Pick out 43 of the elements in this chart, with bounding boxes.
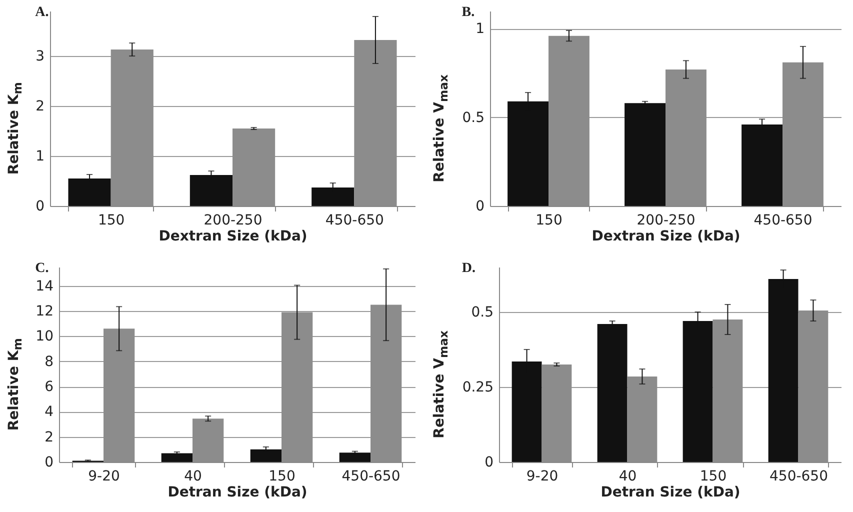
- bar: [68, 178, 111, 206]
- x-tick-label: 9-20: [526, 468, 558, 484]
- x-axis-title: Dextran Size (kDa): [592, 228, 740, 244]
- chart-title: A.: [35, 5, 49, 20]
- y-tick-label: 0.5: [462, 110, 484, 126]
- y-tick-label: 8: [44, 354, 54, 370]
- y-tick-label: 1: [476, 21, 484, 38]
- y-tick-label: 2: [44, 429, 54, 446]
- y-tick-label: 0: [36, 198, 44, 214]
- x-tick-label: 200-250: [636, 212, 696, 228]
- y-tick-label: 4: [44, 404, 54, 420]
- x-tick-label: 150: [536, 212, 562, 228]
- x-tick-label: 150: [700, 468, 727, 484]
- y-tick-label: 3: [36, 48, 44, 64]
- y-tick-label: 6: [44, 379, 54, 396]
- y-tick-label: 14: [36, 278, 54, 294]
- x-axis-title: Detran Size (kDa): [168, 484, 308, 500]
- y-tick-label: 1: [36, 148, 44, 164]
- x-tick-label: 40: [184, 468, 202, 484]
- x-tick-label: 9-20: [88, 468, 120, 484]
- chart-title: B.: [462, 5, 475, 20]
- x-tick-label: 40: [618, 468, 637, 484]
- chart-title: D.: [462, 261, 476, 276]
- y-tick-label: 10: [36, 328, 54, 345]
- bar: [597, 324, 628, 462]
- y-tick-label: 2: [36, 98, 44, 114]
- y-tick-label: 12: [36, 304, 54, 320]
- x-tick-label: 450-650: [342, 468, 400, 484]
- x-tick-label: 450-650: [325, 212, 384, 228]
- x-axis-title: Detran Size (kDa): [600, 484, 740, 500]
- y-tick-label: 0: [476, 198, 484, 214]
- x-tick-label: 150: [268, 468, 296, 484]
- y-tick-label: 0: [44, 454, 54, 470]
- y-tick-label: 0: [484, 454, 494, 470]
- y-tick-label: 0.5: [471, 304, 494, 320]
- x-axis-title: Dextran Size (kDa): [158, 228, 308, 244]
- x-tick-label: 450-650: [754, 212, 812, 228]
- x-tick-label: 450-650: [770, 468, 828, 484]
- y-tick-label: 0.25: [462, 380, 494, 396]
- chart-title: C.: [35, 261, 49, 276]
- x-tick-label: 150: [98, 212, 125, 228]
- bar: [190, 175, 232, 206]
- x-tick-label: 200-250: [204, 212, 262, 228]
